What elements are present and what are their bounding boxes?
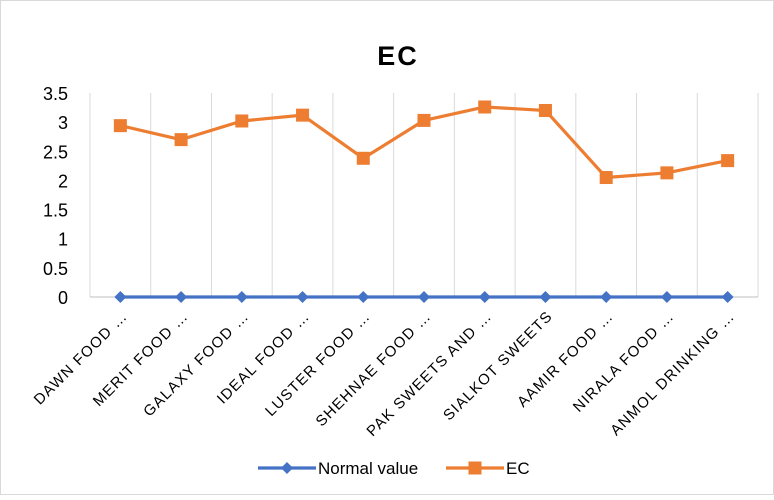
series-0	[114, 291, 734, 303]
y-tick-label: 0	[58, 288, 68, 308]
data-point	[235, 114, 249, 128]
legend-label: Normal value	[318, 459, 418, 478]
data-point	[296, 291, 309, 303]
data-point	[296, 108, 310, 122]
data-point	[418, 291, 430, 303]
data-point	[417, 113, 431, 127]
data-point	[721, 154, 735, 168]
data-point	[539, 291, 552, 303]
legend-item-0: Normal value	[258, 459, 418, 478]
data-point	[478, 291, 491, 303]
gridlines	[89, 93, 759, 297]
data-point	[600, 291, 613, 303]
data-point	[721, 291, 734, 303]
y-tick-label: 3.5	[43, 84, 68, 104]
legend: Normal value EC	[258, 459, 530, 478]
legend-marker	[281, 462, 293, 474]
data-point	[538, 103, 552, 117]
series-group	[113, 100, 735, 303]
series-1	[113, 100, 735, 185]
data-point	[660, 166, 674, 180]
y-tick-label: 3	[58, 113, 68, 133]
legend-marker	[468, 461, 482, 475]
chart-title: EC	[377, 41, 419, 71]
data-point	[356, 151, 370, 165]
data-point	[175, 291, 188, 303]
y-tick-label: 2.5	[43, 142, 68, 162]
y-tick-label: 1	[58, 230, 68, 250]
y-tick-label: 0.5	[43, 259, 68, 279]
data-point	[114, 291, 127, 303]
data-point	[660, 291, 673, 303]
data-point	[357, 291, 370, 303]
data-point	[235, 291, 248, 303]
y-tick-label: 1.5	[43, 201, 68, 221]
legend-item-1: EC	[446, 459, 530, 478]
data-point	[113, 119, 127, 133]
y-tick-label: 2	[58, 171, 68, 191]
data-point	[174, 133, 188, 147]
data-point	[478, 100, 492, 114]
data-point	[599, 171, 613, 185]
legend-label: EC	[506, 459, 530, 478]
